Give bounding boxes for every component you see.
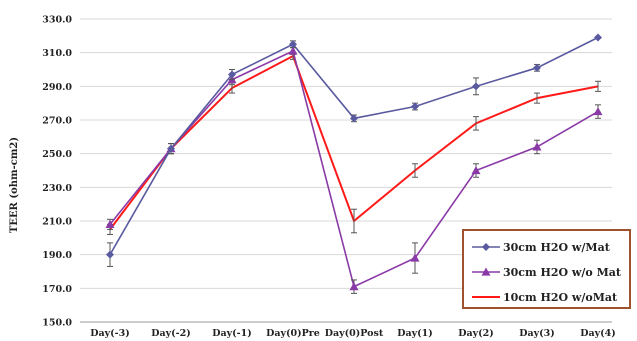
legend-marker: [482, 243, 490, 251]
x-tick-label: Day(0)Post: [325, 328, 384, 339]
error-bar: [412, 163, 418, 178]
error-bar: [473, 116, 479, 131]
y-tick-label: 170.0: [42, 284, 72, 295]
legend-items: 30cm H2O w/Mat 30cm H2O w/o Mat 10cm H2O w…: [472, 241, 622, 304]
legend-label: 30cm H2O w/Mat: [503, 241, 611, 254]
y-axis-ticks: 150.0 170.0 190.0 210.0 230.0 250.0 270.0 290.0…: [42, 15, 72, 329]
error-bar: [595, 80, 601, 92]
x-tick-label: Day(-2): [151, 328, 190, 339]
y-tick-label: 190.0: [42, 250, 72, 261]
legend-marker: [481, 267, 491, 276]
series-layer: [105, 33, 603, 294]
data-point: [167, 144, 175, 153]
data-point: [533, 63, 541, 72]
legend-label: 10cm H2O w/oMat: [503, 291, 618, 304]
data-point: [105, 219, 115, 228]
y-tick-label: 290.0: [42, 82, 72, 93]
data-point: [228, 70, 236, 79]
legend-entry: 30cm H2O w/o Mat: [472, 266, 622, 279]
legend-box: [462, 229, 631, 309]
data-point: [472, 82, 480, 91]
legend-label: 30cm H2O w/o Mat: [503, 266, 622, 279]
data-point: [471, 166, 481, 175]
x-tick-label: Day(-3): [90, 328, 129, 339]
x-tick-label: Day(1): [397, 328, 433, 339]
data-point: [410, 253, 420, 262]
y-tick-label: 250.0: [42, 149, 72, 160]
legend-entry: 10cm H2O w/oMat: [472, 291, 618, 304]
data-point: [411, 102, 419, 111]
data-point: [594, 33, 602, 42]
data-point: [106, 250, 114, 259]
error-bar: [534, 92, 540, 104]
x-tick-label: Day(4): [580, 328, 616, 339]
series-1: [106, 33, 602, 267]
x-tick-label: Day(2): [458, 328, 494, 339]
data-point: [289, 40, 297, 49]
data-point: [350, 114, 358, 123]
x-axis-ticks: Day(-3) Day(-2) Day(-1) Day(0)Pre Day(0)Post…: [90, 328, 615, 339]
x-tick-label: Day(0)Pre: [266, 328, 320, 339]
y-tick-label: 310.0: [42, 48, 72, 59]
legend: 30cm H2O w/Mat 30cm H2O w/o Mat 10cm H2O w…: [462, 229, 631, 309]
data-point: [532, 142, 542, 151]
y-tick-label: 210.0: [42, 217, 72, 228]
y-tick-label: 150.0: [42, 318, 72, 329]
x-tick-label: Day(3): [519, 328, 555, 339]
y-axis-title: TEER (ohm-cm2): [9, 137, 20, 233]
legend-entry: 30cm H2O w/Mat: [472, 241, 611, 254]
series-2: [105, 46, 603, 294]
x-tick-label: Day(-1): [212, 328, 251, 339]
error-bar: [351, 208, 357, 234]
data-point: [288, 46, 298, 55]
y-tick-label: 230.0: [42, 183, 72, 194]
data-point: [349, 282, 359, 291]
data-point: [593, 107, 603, 116]
y-tick-label: 330.0: [42, 15, 72, 26]
y-tick-label: 270.0: [42, 116, 72, 127]
